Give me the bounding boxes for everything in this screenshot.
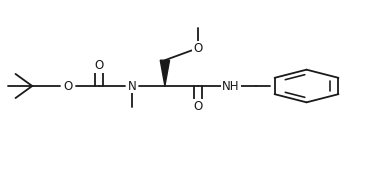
Text: O: O	[193, 100, 203, 113]
Text: O: O	[193, 42, 203, 55]
Text: NH: NH	[222, 79, 240, 93]
Text: N: N	[128, 79, 136, 93]
Text: O: O	[94, 59, 104, 72]
Polygon shape	[160, 60, 170, 86]
Text: O: O	[63, 79, 73, 93]
